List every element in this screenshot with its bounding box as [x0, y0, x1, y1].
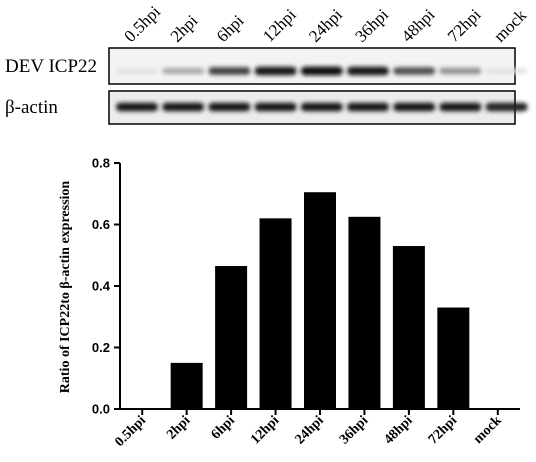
blot-band-actin-24hpi	[300, 102, 343, 112]
blot-band-icp22-36hpi	[347, 66, 389, 76]
blot-row-label-actin: β-actin	[5, 97, 58, 118]
y-tick-label: 0.2	[92, 340, 110, 355]
blot-row-frame-icp22	[108, 47, 516, 85]
blot-band-actin-72hpi	[439, 102, 482, 112]
x-tick-label-12hpi: 12hpi	[248, 413, 282, 447]
blot-lane-label-48hpi: 48hpi	[398, 5, 439, 46]
lane-labels: 0.5hpi 2hpi 6hpi 12hpi 24hpi 36hpi 48hpi 72hpi m…	[120, 2, 530, 46]
blot-lane-label-72hpi: 72hpi	[444, 5, 485, 46]
blot-band-actin-2hpi	[162, 102, 205, 112]
x-tick-label-mock: mock	[471, 413, 505, 447]
bar-36hpi	[348, 216, 381, 409]
bar-12hpi	[259, 218, 292, 409]
x-tick-label-6hpi: 6hpi	[209, 413, 238, 442]
x-axis-ticks: 0.5hpi 2hpi 6hpi 12hpi 24hpi 36hpi 48hpi 72hpi m…	[112, 409, 505, 450]
y-axis-ticks: 0.0 0.2 0.4 0.6 0.8	[92, 156, 120, 417]
x-tick-label-72hpi: 72hpi	[426, 413, 460, 447]
blot-lane-label-2hpi: 2hpi	[167, 11, 202, 46]
bars	[170, 192, 470, 409]
blot-band-icp22-0-5hpi	[116, 68, 158, 74]
blot-band-actin-36hpi	[347, 102, 389, 112]
blot-lane-label-6hpi: 6hpi	[213, 11, 248, 46]
blot-lane-label-0-5hpi: 0.5hpi	[120, 2, 164, 46]
blot-band-actin-48hpi	[393, 102, 436, 112]
x-tick-label-0-5hpi: 0.5hpi	[112, 413, 149, 450]
y-tick-label: 0.4	[92, 279, 111, 294]
x-tick-label-36hpi: 36hpi	[337, 413, 371, 447]
x-tick-label-24hpi: 24hpi	[293, 413, 327, 447]
x-tick-label-48hpi: 48hpi	[381, 413, 415, 447]
y-tick-label: 0.8	[92, 156, 110, 171]
bar-72hpi	[437, 307, 470, 409]
blot-band-icp22-72hpi	[439, 67, 482, 75]
blot-band-icp22-2hpi	[162, 68, 205, 74]
bar-24hpi	[304, 192, 336, 409]
blot-band-icp22-48hpi	[393, 67, 436, 75]
blot-row-actin-bands	[116, 102, 528, 112]
blot-lane-label-36hpi: 36hpi	[351, 5, 392, 46]
blot-band-actin-6hpi	[208, 102, 251, 112]
bar-chart: Ratio of ICP22to β-actin expression 0.00…	[58, 156, 520, 450]
bar-48hpi	[392, 246, 425, 409]
blot-lane-label-24hpi: 24hpi	[305, 5, 346, 46]
blot-band-icp22-6hpi	[208, 67, 251, 75]
y-tick-label: 0.0	[92, 402, 110, 417]
blot-band-icp22-mock	[485, 68, 528, 74]
bar-6hpi	[215, 266, 248, 409]
blot-band-icp22-12hpi	[254, 66, 297, 76]
blot-band-actin-mock	[485, 102, 528, 112]
y-axis-title: Ratio of ICP22to β-actin expression	[58, 181, 73, 394]
blot-row-icp22-bands	[116, 66, 528, 76]
blot-band-actin-12hpi	[254, 102, 297, 112]
western-blot: 0.5hpi 2hpi 6hpi 12hpi 24hpi 36hpi 48hpi 72hpi m…	[5, 2, 530, 125]
blot-band-icp22-24hpi	[300, 66, 343, 76]
blot-lane-label-mock: mock	[490, 5, 530, 45]
bar-2hpi	[170, 362, 203, 409]
blot-lane-label-12hpi: 12hpi	[259, 5, 300, 46]
y-tick-label: 0.6	[92, 217, 110, 232]
blot-band-actin-0-5hpi	[116, 102, 158, 112]
x-tick-label-2hpi: 2hpi	[164, 413, 193, 442]
blot-row-label-icp22: DEV ICP22	[5, 56, 97, 77]
